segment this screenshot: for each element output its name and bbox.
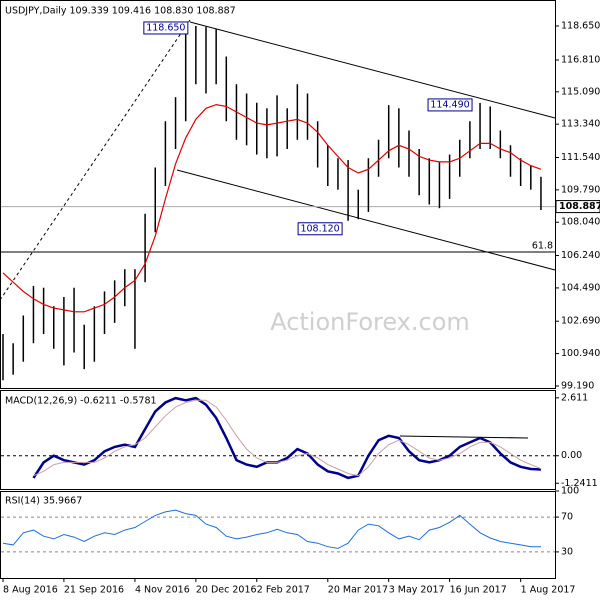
watermark: ActionForex.com — [270, 308, 470, 336]
annotation: 118.650 — [146, 22, 185, 33]
x-tick-label: 4 Nov 2016 — [135, 585, 190, 596]
last-price-label: 108.887 — [559, 201, 600, 212]
x-tick-label: 20 Dec 2016 — [196, 585, 257, 596]
price-panel — [0, 0, 556, 389]
label-box — [427, 98, 473, 112]
y-tick-label: 2.611 — [561, 392, 588, 403]
label-box — [143, 21, 189, 35]
y-tick-label: 109.790 — [561, 184, 600, 195]
y-tick-label: 100 — [561, 486, 579, 497]
y-tick-label: 70 — [561, 512, 573, 523]
rsi-panel — [0, 491, 556, 579]
y-tick-label: 113.340 — [561, 119, 600, 130]
series-line — [33, 399, 542, 477]
x-tick-label: 20 Mar 2017 — [328, 585, 388, 596]
x-tick-label: 21 Sep 2016 — [64, 585, 124, 596]
y-tick-label: 99.190 — [561, 380, 594, 391]
x-tick-label: 2 Feb 2017 — [257, 585, 310, 596]
macd-panel — [0, 390, 556, 490]
y-tick-label: 30 — [561, 546, 573, 557]
x-tick-label: 8 Aug 2016 — [3, 585, 58, 596]
x-tick-label: 16 Jun 2017 — [450, 585, 507, 596]
y-tick-label: -1.2411 — [561, 478, 598, 489]
macd-trend-line — [399, 435, 529, 439]
rally-line — [0, 19, 191, 301]
y-tick-label: 118.650 — [561, 20, 600, 31]
channel-lower — [176, 169, 556, 271]
label-box — [297, 222, 343, 236]
series-line — [2, 103, 542, 313]
x-tick-label: 1 Aug 2017 — [521, 585, 576, 596]
last-price-box — [555, 200, 600, 214]
annotation: 114.490 — [430, 99, 469, 110]
x-tick-label: 3 May 2017 — [389, 585, 445, 596]
y-tick-label: 106.240 — [561, 250, 600, 261]
level-label: 61.8 — [532, 241, 553, 252]
y-tick-label: 100.940 — [561, 348, 600, 359]
panel-title: RSI(14) 35.9667 — [5, 496, 82, 507]
y-tick-label: 111.540 — [561, 152, 600, 163]
y-tick-label: 108.040 — [561, 217, 600, 228]
annotation: 108.120 — [300, 223, 339, 234]
y-tick-label: 0.00 — [561, 450, 582, 461]
y-tick-label: 102.690 — [561, 316, 600, 327]
panel-title: USDJPY,Daily 109.339 109.416 108.830 108… — [5, 6, 236, 17]
y-tick-label: 116.810 — [561, 55, 600, 66]
channel-upper — [189, 21, 556, 119]
y-tick-label: 104.490 — [561, 282, 600, 293]
series-line — [2, 509, 541, 549]
series-line — [32, 396, 542, 480]
y-tick-label: 115.090 — [561, 86, 600, 97]
panel-title: MACD(12,26,9) -0.6211 -0.5781 — [5, 396, 157, 407]
